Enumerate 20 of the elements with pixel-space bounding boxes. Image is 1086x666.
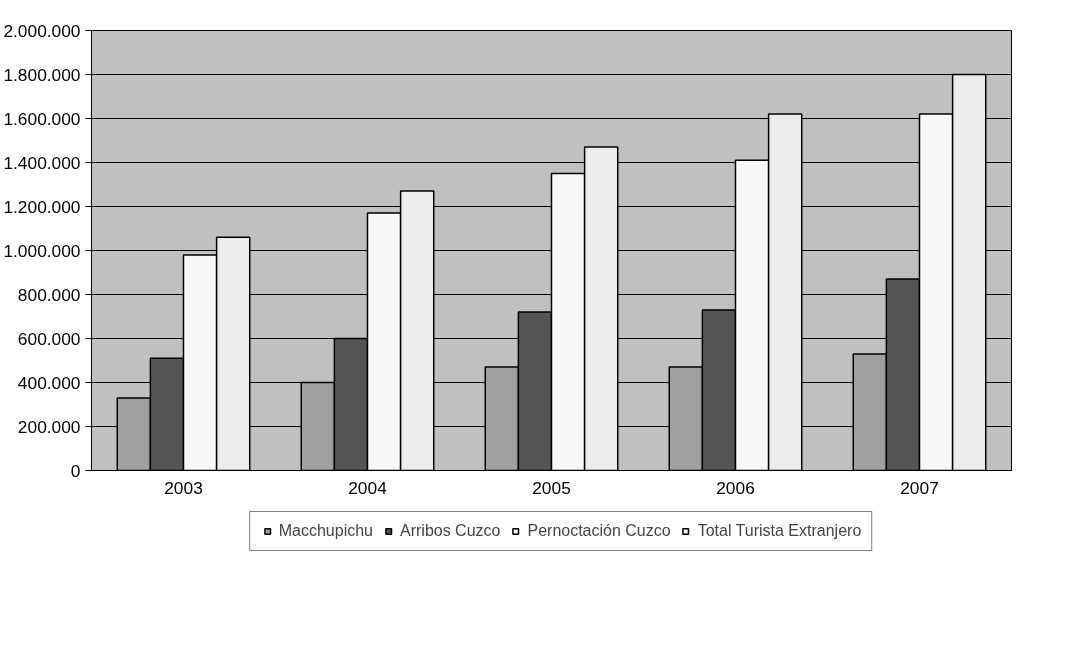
y-tick-label: 800.000 xyxy=(17,284,81,305)
y-tick-label: 200.000 xyxy=(17,416,81,437)
legend-label: Total Turista Extranjero xyxy=(697,522,862,540)
y-tick-label: 0 xyxy=(70,460,81,481)
y-tick-label: 1.200.000 xyxy=(3,196,81,217)
y-tick-label: 400.000 xyxy=(17,372,81,393)
x-tick-label: 2006 xyxy=(716,477,755,498)
y-tick-label: 1.600.000 xyxy=(3,108,81,129)
legend-label: Macchupichu xyxy=(278,522,373,540)
legend-label: Pernoctación Cuzco xyxy=(527,522,671,540)
x-tick-label: 2003 xyxy=(164,477,203,498)
x-tick-label: 2004 xyxy=(348,477,388,498)
y-tick-label: 1.000.000 xyxy=(3,240,81,261)
y-tick-label: 2.000.000 xyxy=(3,20,81,41)
x-tick-label: 2005 xyxy=(532,477,571,498)
legend-label: Arribos Cuzco xyxy=(399,522,501,540)
y-tick-label: 600.000 xyxy=(17,328,81,349)
y-tick-label: 1.800.000 xyxy=(3,64,81,85)
x-tick-label: 2007 xyxy=(900,477,939,498)
y-tick-label: 1.400.000 xyxy=(3,152,81,173)
